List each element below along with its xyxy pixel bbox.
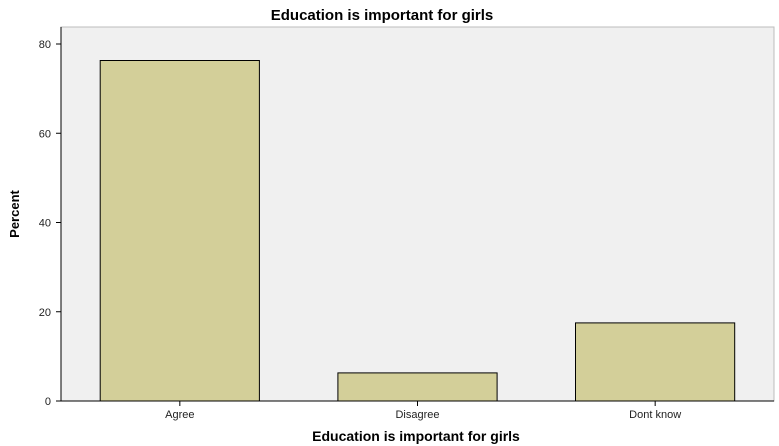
y-tick-label: 40 (39, 218, 51, 230)
y-tick-label: 0 (45, 396, 51, 408)
bar-agree (99, 60, 260, 402)
bar-dont-know (575, 322, 736, 402)
x-axis-label: Education is important for girls (312, 428, 520, 444)
y-tick-label: 60 (39, 128, 51, 140)
y-tick-label: 20 (39, 307, 51, 319)
y-tick-label: 80 (39, 39, 51, 51)
bars (99, 60, 736, 402)
y-axis-label: Percent (7, 189, 22, 237)
x-tick-label: Disagree (395, 409, 439, 421)
y-axis-ticks: 0 20 40 60 80 (39, 39, 61, 408)
bar-disagree (337, 372, 498, 402)
x-tick-label: Agree (165, 409, 194, 421)
chart-title: Education is important for girls (271, 7, 494, 24)
x-tick-label: Dont know (629, 409, 681, 421)
x-axis-ticks: Agree Disagree Dont know (165, 401, 681, 421)
